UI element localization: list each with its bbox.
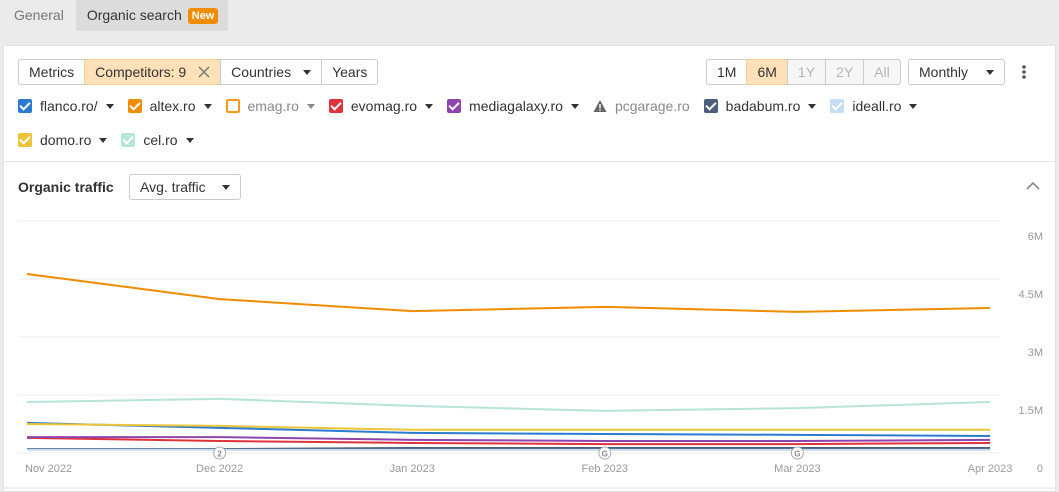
caret [425, 103, 434, 109]
x-tick-label: Jan 2023 [390, 463, 435, 475]
series-line [27, 436, 991, 443]
range-selector: 1M 6M 1Y 2Y All [706, 59, 901, 85]
tabs: General Organic search New [0, 0, 229, 31]
caret [909, 103, 918, 109]
legend-label: mediagalaxy.ro [469, 98, 563, 114]
x-tick-label: Feb 2023 [582, 463, 628, 475]
legend-label: cel.ro [143, 132, 178, 148]
x-tick-label: Apr 2023 [968, 463, 1013, 475]
legend-item[interactable]: evomag.ro [328, 97, 434, 115]
caret [221, 184, 230, 190]
legend-item[interactable]: flanco.ro/ [18, 97, 114, 115]
annotation-marker [790, 446, 804, 460]
separator [3, 161, 1056, 162]
caret [105, 103, 114, 109]
toolbar-button[interactable]: Years [321, 59, 379, 85]
legend-label: flanco.ro/ [40, 98, 98, 114]
range-button: 1Y [786, 59, 827, 85]
caret [306, 103, 315, 109]
legend-item[interactable]: altex.ro [127, 97, 212, 115]
annotation-marker [598, 446, 612, 460]
y-tick-label: 4.5M [1019, 289, 1043, 301]
caret [185, 137, 194, 143]
range-button[interactable]: 6M [746, 59, 788, 85]
caret [99, 137, 108, 143]
legend-item[interactable]: domo.ro [18, 131, 108, 149]
legend-label: ideall.ro [852, 98, 902, 114]
legend-item[interactable]: pcgarage.ro [593, 97, 690, 115]
checkbox [703, 99, 718, 113]
tab-label: Organic search [86, 7, 182, 23]
tab-label: General [14, 7, 64, 23]
legend-label: evomag.ro [350, 98, 418, 114]
button-label: Competitors: 9 [95, 64, 187, 80]
legend-label: pcgarage.ro [614, 98, 690, 114]
tab[interactable]: General [0, 0, 76, 31]
series-line [26, 272, 991, 313]
y-tick-label: 6M [1028, 231, 1043, 243]
legend-label: emag.ro [247, 98, 299, 114]
clear-icon[interactable] [198, 66, 210, 78]
legend-item[interactable]: mediagalaxy.ro [447, 97, 579, 115]
warning-icon [593, 100, 607, 112]
legend-item[interactable]: cel.ro [121, 131, 194, 149]
caret [303, 69, 312, 75]
caret [570, 103, 579, 109]
card [3, 45, 1056, 492]
checkbox [127, 99, 142, 113]
x-tick-label: Nov 2022 [25, 463, 72, 475]
y-tick-label: 0 [1037, 463, 1043, 475]
button-label: Countries [231, 64, 292, 80]
caret [203, 103, 212, 109]
series-line [26, 421, 991, 437]
series-line [26, 423, 990, 431]
checkbox [18, 99, 32, 113]
annotation-label: 2 [217, 450, 222, 459]
tab[interactable]: Organic search New [75, 0, 229, 31]
annotation-label: G [794, 450, 800, 459]
legend-label: domo.ro [40, 132, 92, 148]
x-tick-label: Dec 2022 [196, 463, 243, 475]
collapse-button[interactable] [1026, 181, 1040, 191]
metric-label: Avg. traffic [140, 179, 206, 195]
more-menu[interactable] [1018, 64, 1030, 80]
interval-dropdown[interactable]: Monthly [908, 59, 1006, 85]
annotation-marker [213, 446, 227, 460]
toolbar-button[interactable]: Countries [220, 59, 323, 85]
y-tick-label: 3M [1028, 347, 1043, 359]
legend-item[interactable]: emag.ro [225, 97, 315, 115]
checkbox [830, 99, 845, 113]
series-line [26, 397, 991, 412]
checkbox [225, 99, 240, 113]
button-label: Years [332, 64, 368, 80]
checkbox [18, 133, 32, 147]
metric-dropdown[interactable]: Avg. traffic [129, 174, 241, 200]
legend-label: altex.ro [149, 98, 196, 114]
caret [808, 103, 817, 109]
interval-label: Monthly [919, 64, 969, 80]
x-tick-label: Mar 2023 [774, 463, 820, 475]
button-label: Metrics [29, 64, 75, 80]
range-button[interactable]: 1M [706, 59, 748, 85]
checkbox [328, 99, 343, 113]
y-tick-label: 1.5M [1019, 405, 1043, 417]
legend-item[interactable]: badabum.ro [703, 97, 817, 115]
checkbox [121, 133, 136, 147]
range-button: All [863, 59, 901, 85]
legend-label: badabum.ro [725, 98, 801, 114]
toolbar-button[interactable]: Competitors: 9 [84, 59, 222, 85]
badge: New [187, 7, 219, 24]
range-button: 2Y [825, 59, 865, 85]
toolbar: Metrics Competitors: 9 Countries Years [18, 59, 379, 85]
legend-item[interactable]: ideall.ro [830, 97, 918, 115]
section-title: Organic traffic [18, 179, 114, 195]
checkbox [447, 99, 462, 113]
legend: flanco.ro/altex.ro emag.ro evomag.ro mediag… [18, 97, 1018, 149]
series-line [26, 436, 991, 446]
caret [986, 69, 995, 75]
annotation-label: G [602, 450, 608, 459]
